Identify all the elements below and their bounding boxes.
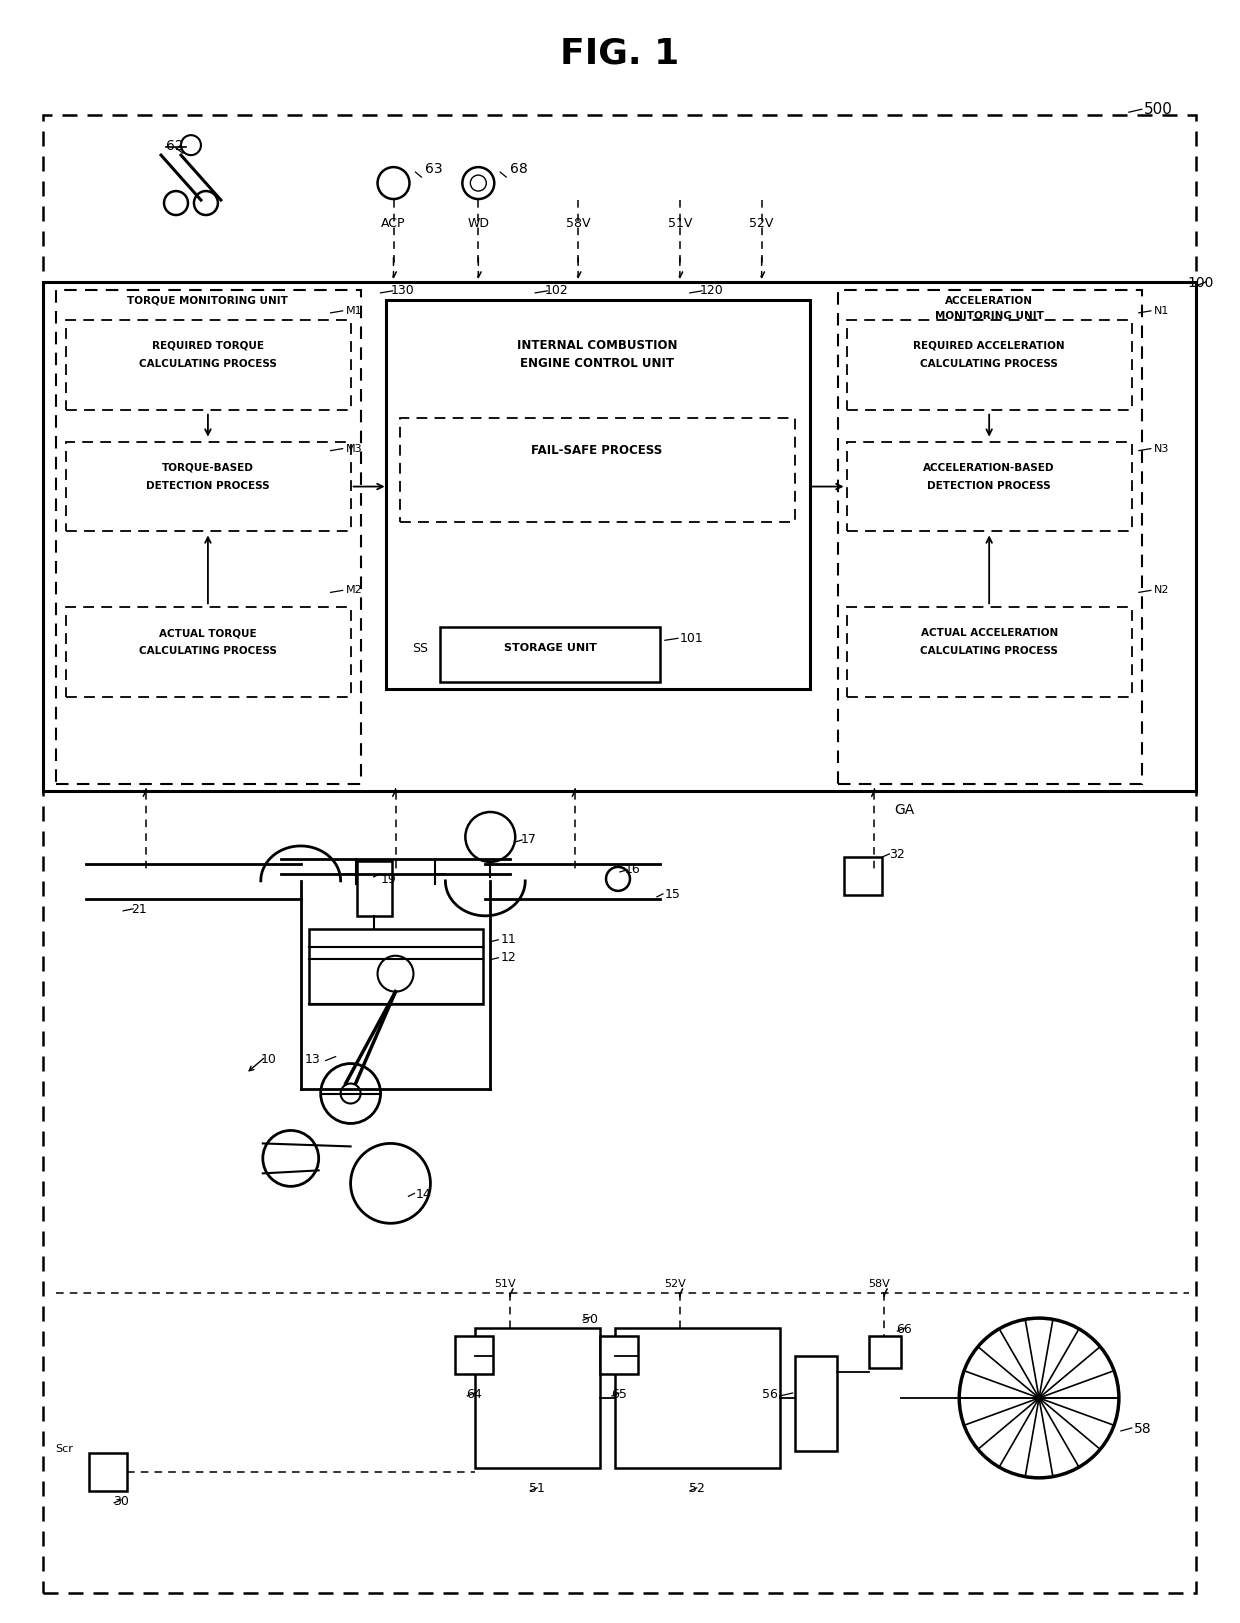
Text: 10: 10 [260,1052,277,1065]
Text: SS: SS [413,641,429,654]
Text: M3: M3 [346,443,362,453]
Text: 68: 68 [510,162,528,175]
Text: TORQUE-BASED: TORQUE-BASED [162,463,254,472]
Bar [66,321,351,411]
Text: 101: 101 [680,631,703,644]
Bar [455,1336,494,1375]
Text: DETECTION PROCESS: DETECTION PROCESS [928,480,1052,490]
Text: 64: 64 [466,1386,482,1399]
Text: CALCULATING PROCESS: CALCULATING PROCESS [920,646,1058,656]
Text: ACCELERATION-BASED: ACCELERATION-BASED [924,463,1055,472]
Text: 63: 63 [425,162,443,175]
Text: 11: 11 [500,933,516,946]
Text: FIG. 1: FIG. 1 [560,36,680,70]
Text: 51V: 51V [495,1279,516,1289]
Text: 21: 21 [131,902,146,915]
Text: ENGINE CONTROL UNIT: ENGINE CONTROL UNIT [520,357,675,370]
Bar [600,1336,637,1375]
Text: 52V: 52V [663,1279,686,1289]
Text: 102: 102 [546,284,569,297]
Text: CALCULATING PROCESS: CALCULATING PROCESS [920,359,1058,368]
Text: 16: 16 [625,863,641,876]
Bar [847,609,1132,698]
Text: ACP: ACP [381,216,405,229]
Text: 66: 66 [897,1321,913,1334]
Bar [795,1357,837,1451]
Text: 19: 19 [381,873,397,886]
Bar [386,300,810,690]
Bar [844,857,883,896]
Text: 15: 15 [665,888,681,901]
Text: 51: 51 [529,1482,546,1495]
Bar [309,930,484,1005]
Bar [847,321,1132,411]
Text: 30: 30 [113,1495,129,1508]
Text: 12: 12 [500,951,516,964]
Text: INTERNAL COMBUSTION: INTERNAL COMBUSTION [517,339,677,352]
Text: FAIL-SAFE PROCESS: FAIL-SAFE PROCESS [532,443,662,456]
Text: TORQUE MONITORING UNIT: TORQUE MONITORING UNIT [128,295,289,305]
Bar [56,291,361,784]
Text: M1: M1 [346,305,362,315]
Text: 14: 14 [415,1186,432,1199]
Bar [615,1328,780,1467]
Text: 65: 65 [611,1386,627,1399]
Bar [475,1328,600,1467]
Text: GA: GA [894,802,915,816]
Bar [89,1453,128,1492]
Bar [440,628,660,683]
Text: 13: 13 [305,1052,321,1065]
Text: CALCULATING PROCESS: CALCULATING PROCESS [139,646,277,656]
Text: 62: 62 [166,140,184,153]
Text: ACCELERATION: ACCELERATION [945,295,1033,305]
Text: N1: N1 [1153,305,1169,315]
Text: DETECTION PROCESS: DETECTION PROCESS [146,480,270,490]
Text: 32: 32 [889,847,905,860]
Text: 52V: 52V [749,216,774,229]
Text: 100: 100 [1187,276,1214,291]
Text: 130: 130 [391,284,414,297]
Bar [847,443,1132,532]
Bar [66,609,351,698]
Text: CALCULATING PROCESS: CALCULATING PROCESS [139,359,277,368]
Text: 17: 17 [521,833,536,846]
Text: 500: 500 [1143,102,1173,117]
Text: 120: 120 [699,284,724,297]
Text: 51V: 51V [667,216,692,229]
Bar [43,282,1195,792]
Text: Scr: Scr [56,1443,73,1453]
Text: WD: WD [467,216,490,229]
Bar [837,291,1142,784]
Bar [357,862,392,917]
Bar [401,419,795,523]
Text: REQUIRED ACCELERATION: REQUIRED ACCELERATION [914,341,1065,351]
Text: 58: 58 [1133,1422,1152,1435]
Text: STORAGE UNIT: STORAGE UNIT [503,643,596,652]
Text: ACTUAL TORQUE: ACTUAL TORQUE [159,628,257,638]
Text: N3: N3 [1153,443,1169,453]
Bar [66,443,351,532]
Text: 58V: 58V [565,216,590,229]
Text: ACTUAL ACCELERATION: ACTUAL ACCELERATION [920,628,1058,638]
Text: MONITORING UNIT: MONITORING UNIT [935,310,1044,321]
Text: 50: 50 [582,1311,598,1324]
Bar [869,1336,901,1368]
Text: 56: 56 [761,1386,777,1399]
Text: 52: 52 [689,1482,704,1495]
Text: N2: N2 [1153,584,1169,596]
Text: REQUIRED TORQUE: REQUIRED TORQUE [153,341,264,351]
Text: 58V: 58V [868,1279,890,1289]
Text: M2: M2 [346,584,362,596]
